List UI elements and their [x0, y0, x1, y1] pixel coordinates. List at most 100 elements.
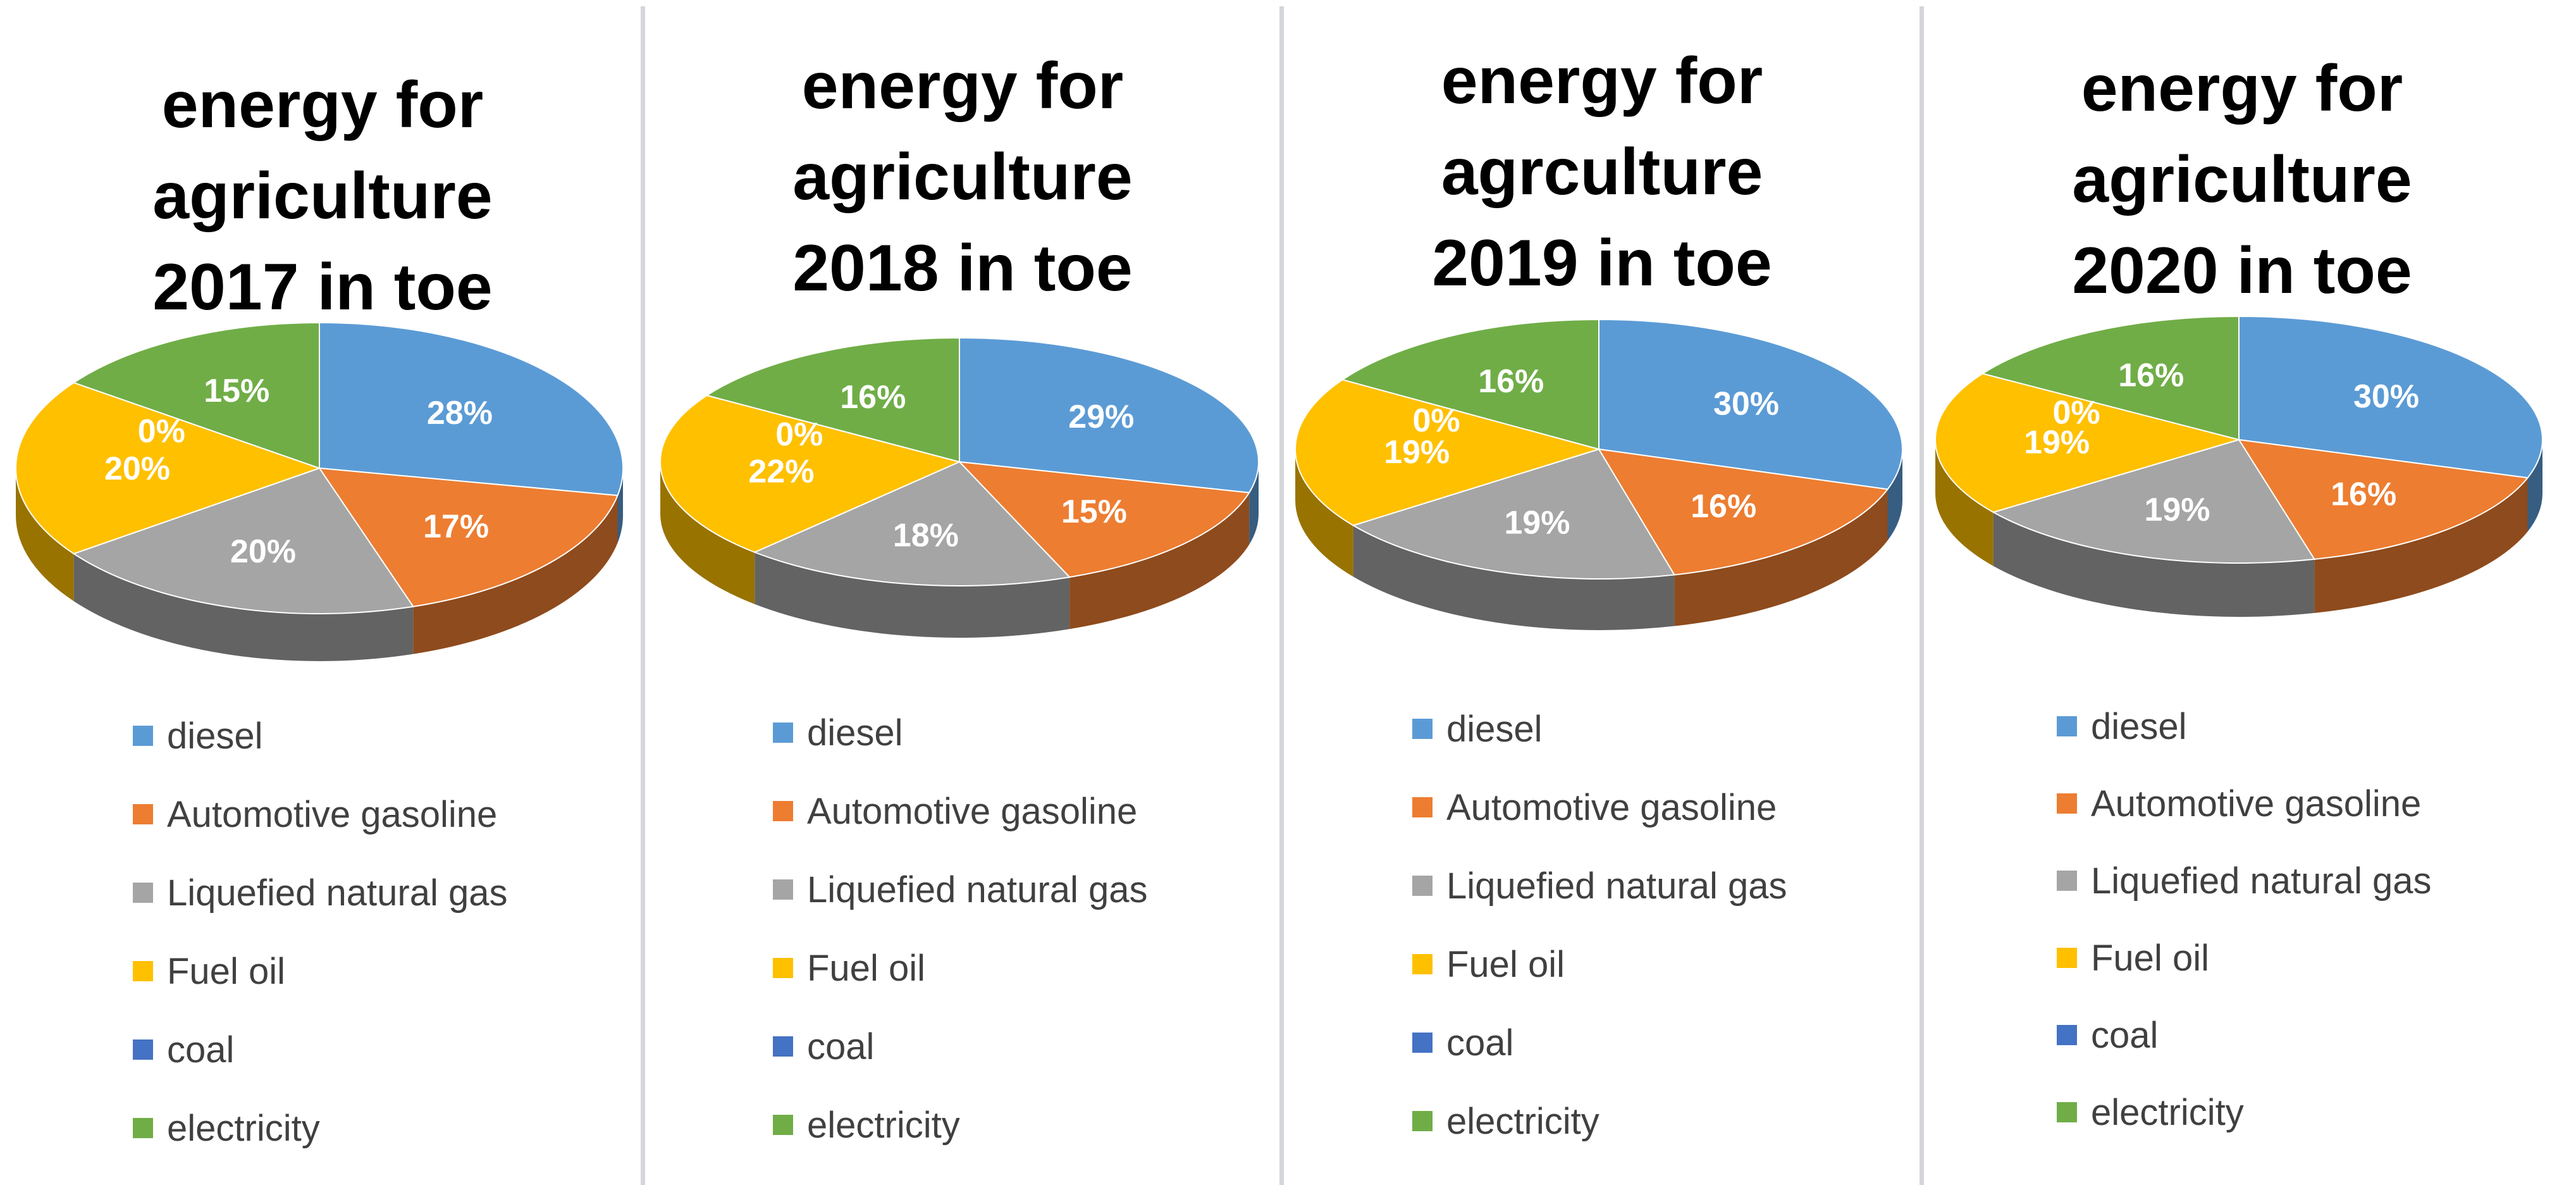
- panel-divider: [1279, 6, 1284, 1185]
- legend-item-diesel: diesel: [2057, 701, 2187, 752]
- chart-title: energy for agriculture 2018 in toe: [792, 49, 1133, 305]
- pie-slice-fuel-oil: [1935, 373, 2241, 513]
- pie-side-fuel-oil: [16, 468, 74, 602]
- legend-swatch: [1412, 719, 1433, 739]
- legend-swatch: [773, 723, 793, 743]
- pie-side-liquefied-natural-gas: [1993, 512, 2315, 617]
- pie-slice-electricity: [72, 321, 320, 469]
- legend-item-liquefied-natural-gas: Liquefied natural gas: [773, 864, 1148, 915]
- pie-side-diesel: [1249, 462, 1259, 545]
- pie-slice-fuel-oil: [660, 394, 962, 553]
- legend-item-coal: coal: [2057, 1010, 2158, 1060]
- pie-side-diesel: [617, 468, 623, 543]
- pie-top-group: [660, 337, 1259, 586]
- legend-label: diesel: [807, 712, 903, 754]
- legend-swatch: [2057, 793, 2077, 814]
- pie-slice-electricity: [705, 337, 960, 463]
- legend-swatch: [133, 726, 153, 746]
- pie-chart: 30%16%19%19%0%16%: [1935, 315, 2543, 617]
- data-label-electricity: 15%: [204, 373, 269, 409]
- legend-swatch: [2057, 871, 2077, 891]
- legend-item-coal: coal: [1412, 1017, 1513, 1068]
- legend-item-fuel-oil: Fuel oil: [773, 943, 925, 993]
- legend-item-automotive-gasoline: Automotive gasoline: [1412, 782, 1777, 833]
- chart-title: energy for agriculture 2020 in toe: [2072, 52, 2412, 307]
- legend-label: Fuel oil: [807, 947, 925, 989]
- legend-label: diesel: [167, 715, 263, 757]
- data-label-electricity: 16%: [840, 379, 906, 416]
- pie-label-group: 28%17%20%20%0%15%: [104, 373, 493, 570]
- pie-side-liquefied-natural-gas: [755, 552, 1070, 638]
- data-label-diesel: 29%: [1068, 399, 1134, 435]
- chart-panel-2017: energy for agriculture 2017 in toe 28% 17…: [6, 0, 639, 1185]
- legend-item-automotive-gasoline: Automotive gasoline: [2057, 778, 2421, 829]
- data-label-electricity: 16%: [1478, 363, 1544, 400]
- data-label-coal: 0%: [1413, 402, 1460, 439]
- legend-swatch: [773, 1036, 793, 1057]
- legend-swatch: [1412, 1033, 1433, 1053]
- chart-panel-2019: energy for agrculture 2019 in toe 30% 16%…: [1286, 0, 1918, 1185]
- legend-item-liquefied-natural-gas: Liquefied natural gas: [2057, 855, 2432, 906]
- legend-label: coal: [167, 1029, 235, 1070]
- legend-swatch: [773, 879, 793, 900]
- legend-label: Automotive gasoline: [2091, 783, 2422, 824]
- legend-item-automotive-gasoline: Automotive gasoline: [773, 786, 1137, 836]
- pie-slice-diesel: [1598, 318, 1903, 490]
- legend-item-fuel-oil: Fuel oil: [2057, 933, 2209, 983]
- pie-slice-automotive-gasoline: [2238, 438, 2529, 560]
- data-label-coal: 0%: [775, 416, 823, 453]
- pie-side-automotive-gasoline: [1069, 492, 1250, 630]
- legend-label: Liquefied natural gas: [2091, 860, 2432, 902]
- chart-title: energy for agrculture 2019 in toe: [1432, 44, 1772, 300]
- pie-side-automotive-gasoline: [413, 495, 618, 654]
- legend-swatch: [773, 958, 793, 978]
- legend-item-electricity: electricity: [1412, 1096, 1599, 1146]
- pie-side-group: [1935, 440, 2542, 617]
- pie-chart: 30%16%19%19%0%16%: [1295, 318, 1903, 630]
- panel-divider: [1920, 6, 1924, 1185]
- data-label-automotive-gasoline: 16%: [2331, 476, 2396, 512]
- pie-top-group: [15, 321, 624, 614]
- data-label-automotive-gasoline: 15%: [1061, 493, 1127, 530]
- legend-label: coal: [807, 1026, 875, 1067]
- data-label-automotive-gasoline: 17%: [423, 508, 489, 545]
- data-label-electricity: 16%: [2118, 357, 2184, 394]
- pie-slice-fuel-oil: [1295, 379, 1601, 526]
- pie-side-group: [1295, 449, 1902, 630]
- pie-slice-diesel: [959, 337, 1259, 493]
- legend-item-fuel-oil: Fuel oil: [1412, 939, 1565, 990]
- legend-swatch: [2057, 716, 2077, 736]
- pie-slice-liquefied-natural-gas: [753, 461, 1071, 586]
- pie-slice-diesel: [319, 321, 624, 497]
- legend-label: electricity: [2091, 1091, 2244, 1133]
- legend-label: Fuel oil: [167, 950, 285, 992]
- pie-side-liquefied-natural-gas: [73, 554, 414, 661]
- pie-side-fuel-oil: [660, 462, 755, 604]
- data-label-liquefied-natural-gas: 20%: [230, 533, 296, 570]
- legend-swatch: [2057, 1025, 2077, 1045]
- pie-slice-electricity: [1981, 315, 2240, 441]
- pie-slice-automotive-gasoline: [317, 467, 619, 607]
- pie-slice-automotive-gasoline: [958, 461, 1250, 578]
- data-label-fuel-oil: 22%: [748, 454, 814, 490]
- pie-top-group: [1935, 315, 2543, 564]
- data-label-diesel: 28%: [427, 395, 493, 431]
- legend-swatch: [133, 961, 153, 981]
- legend-label: electricity: [1446, 1100, 1599, 1142]
- pie-chart: 28%17%20%20%0%15%: [15, 321, 624, 661]
- legend-swatch: [133, 883, 153, 903]
- legend-item-fuel-oil: Fuel oil: [133, 946, 285, 996]
- legend-swatch: [1412, 876, 1433, 896]
- legend-label: coal: [1446, 1022, 1514, 1064]
- pie-side-fuel-oil: [1935, 440, 1994, 566]
- legend-swatch: [133, 1118, 153, 1138]
- pie-side-diesel: [2527, 440, 2542, 532]
- legend-item-coal: coal: [773, 1021, 874, 1072]
- legend-item-diesel: diesel: [773, 707, 903, 758]
- data-label-coal: 0%: [2053, 394, 2100, 431]
- legend-label: electricity: [807, 1104, 960, 1146]
- chart-panel-2020: energy for agriculture 2020 in toe 30% 16…: [1926, 0, 2558, 1185]
- pie-label-group: 29% 15% 18% 22%0% 16%: [748, 379, 1134, 554]
- pie-side-diesel: [1887, 449, 1902, 541]
